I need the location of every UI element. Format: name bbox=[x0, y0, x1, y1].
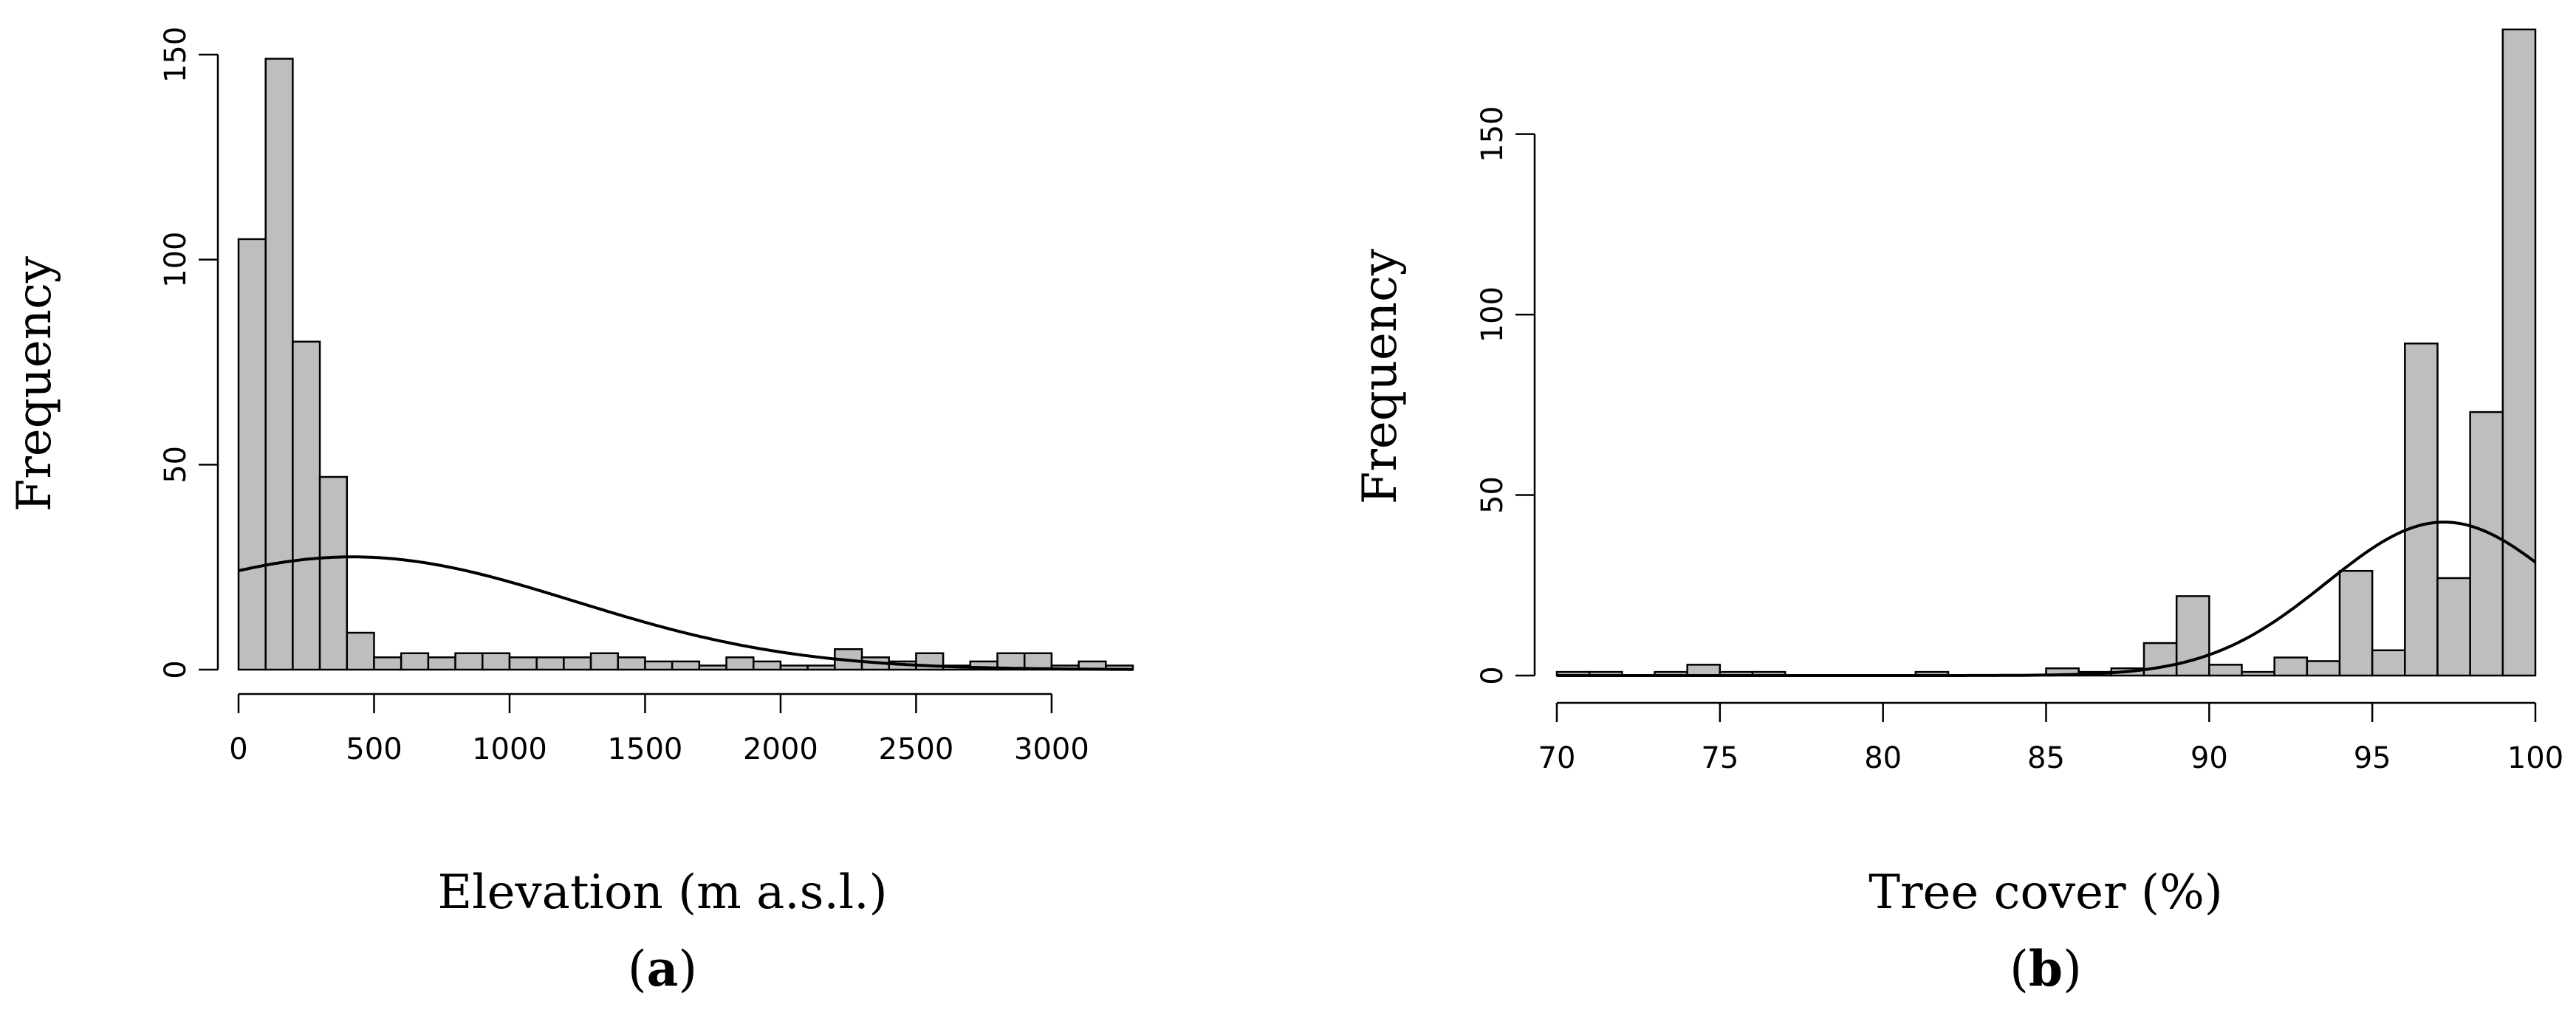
normal-density-curve bbox=[238, 555, 1133, 671]
histogram-bar bbox=[2371, 649, 2406, 677]
histogram-bar bbox=[752, 660, 782, 671]
x-tick-label: 100 bbox=[2507, 741, 2563, 775]
panel-letter: a bbox=[647, 940, 679, 997]
histogram-bar bbox=[1686, 664, 1722, 677]
histogram-bar bbox=[806, 664, 836, 671]
y-tick-label: 50 bbox=[159, 446, 193, 484]
x-tick-label: 2000 bbox=[743, 732, 818, 766]
histogram-bar bbox=[2404, 342, 2439, 677]
y-tick-label: 0 bbox=[1476, 666, 1510, 684]
histogram-bar bbox=[2436, 577, 2471, 677]
histogram-bar bbox=[644, 660, 674, 671]
histogram-bar bbox=[2142, 642, 2178, 677]
histogram-bar bbox=[2501, 28, 2537, 677]
histogram-bar bbox=[535, 656, 565, 671]
histogram-bar bbox=[671, 660, 701, 671]
histogram-bar bbox=[373, 656, 402, 671]
histogram-bar bbox=[346, 631, 375, 671]
histogram-bar bbox=[698, 664, 727, 671]
y-tick-label: 0 bbox=[159, 660, 193, 679]
y-tick-label: 100 bbox=[159, 231, 193, 287]
x-tick-label: 90 bbox=[2190, 741, 2228, 775]
histogram-bar bbox=[318, 475, 349, 671]
histogram-bar bbox=[2241, 670, 2275, 677]
histogram-bar bbox=[2469, 410, 2504, 677]
x-axis-title: Tree cover (%) bbox=[1868, 865, 2222, 920]
histogram-bar bbox=[454, 652, 484, 671]
histogram-tree-cover: 0 50 100 150 70 75 80 85 90 95 100 Frequency Tree co… bbox=[1353, 28, 2563, 997]
x-tick-label: 0 bbox=[229, 732, 247, 766]
x-tick-label: 1500 bbox=[608, 732, 683, 766]
histogram-bar bbox=[779, 664, 809, 671]
panel-label: (b) bbox=[2010, 940, 2082, 997]
x-axis-title: Elevation (m a.s.l.) bbox=[437, 865, 887, 920]
histogram-bar bbox=[264, 58, 294, 671]
histogram-bar bbox=[563, 656, 592, 671]
histogram-bar bbox=[617, 656, 646, 671]
y-tick-label: 150 bbox=[1476, 106, 1510, 162]
histogram-bar bbox=[2273, 656, 2309, 677]
x-tick-label: 80 bbox=[1864, 741, 1902, 775]
histogram-bar bbox=[2338, 569, 2374, 677]
histogram-bar bbox=[482, 652, 511, 671]
histogram-bar bbox=[427, 656, 456, 671]
x-tick-label: 95 bbox=[2354, 741, 2391, 775]
panel-label: (a) bbox=[628, 940, 697, 997]
normal-density-curve bbox=[1557, 521, 2537, 677]
histogram-bar bbox=[237, 238, 267, 671]
x-tick-label: 75 bbox=[1701, 741, 1739, 775]
histogram-bar bbox=[2306, 660, 2341, 677]
y-tick-label: 50 bbox=[1476, 476, 1510, 514]
x-tick-label: 1000 bbox=[472, 732, 547, 766]
x-tick-label: 3000 bbox=[1014, 732, 1089, 766]
x-tick-label: 500 bbox=[346, 732, 402, 766]
panel-letter: b bbox=[2029, 940, 2063, 997]
x-tick-label: 70 bbox=[1538, 741, 1576, 775]
histogram-bar bbox=[589, 652, 620, 671]
histogram-bar bbox=[292, 340, 321, 671]
y-tick-label: 150 bbox=[159, 27, 193, 83]
x-tick-label: 2500 bbox=[879, 732, 954, 766]
histogram-bar bbox=[725, 656, 755, 671]
x-tick-label: 85 bbox=[2027, 741, 2065, 775]
histogram-bar bbox=[2208, 664, 2243, 677]
y-tick-label: 100 bbox=[1476, 286, 1510, 343]
histogram-bar bbox=[508, 656, 538, 671]
y-axis-title: Frequency bbox=[1353, 249, 1408, 504]
y-axis-title: Frequency bbox=[7, 256, 62, 512]
histogram-bar bbox=[400, 652, 430, 671]
